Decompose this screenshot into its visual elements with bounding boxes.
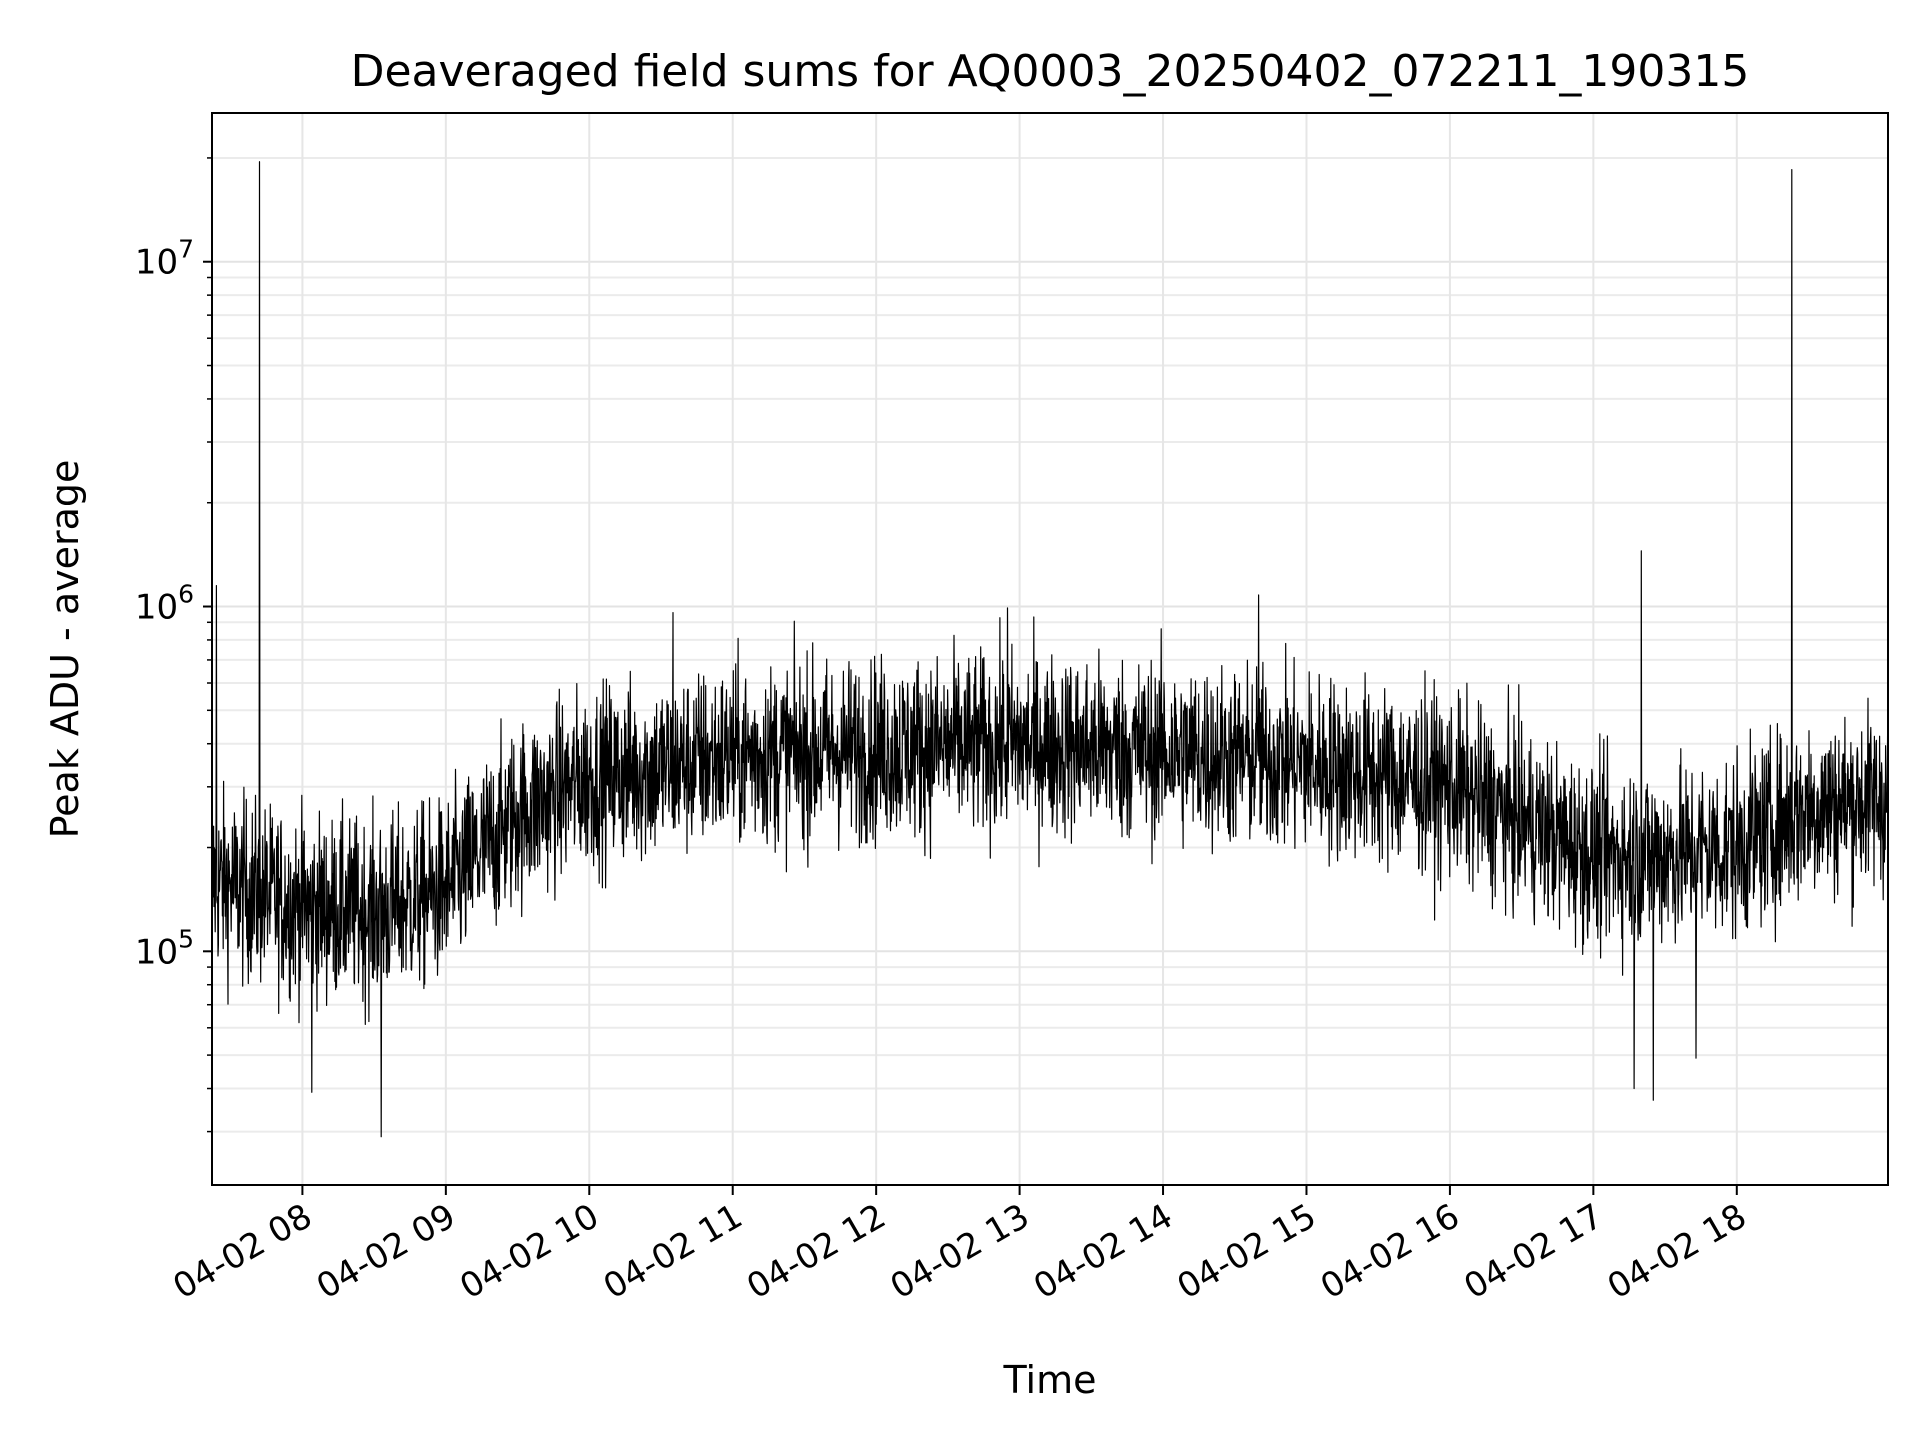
series-line bbox=[211, 161, 1889, 1138]
data-line bbox=[211, 161, 1889, 1138]
plot-frame bbox=[211, 112, 1889, 1186]
y-tick-label: 105 bbox=[135, 924, 194, 972]
y-tick-label: 106 bbox=[135, 580, 194, 628]
y-axis: 105 106 107 bbox=[135, 157, 212, 1133]
chart-title: Deaveraged field sums for AQ0003_2025040… bbox=[351, 46, 1750, 97]
x-axis-label: Time bbox=[1003, 1358, 1097, 1402]
y-axis-label: Peak ADU - average bbox=[43, 460, 87, 839]
y-tick-label: 107 bbox=[135, 235, 194, 283]
